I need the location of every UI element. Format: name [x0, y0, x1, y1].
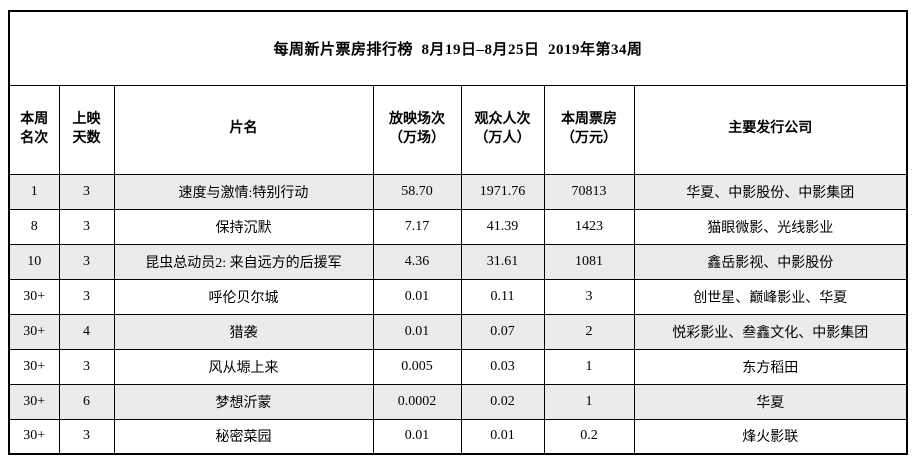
cell-audience: 41.39: [460, 208, 545, 245]
cell-audience: 0.11: [460, 278, 545, 315]
cell-days: 4: [58, 313, 115, 350]
table-row: 1 3 速度与激情:特别行动 58.70 1971.76 70813 华夏、中影…: [8, 173, 908, 210]
table-title-row: 每周新片票房排行榜 8月19日–8月25日 2019年第34周: [8, 10, 908, 86]
cell-screenings: 0.01: [372, 313, 462, 350]
table-row: 30+ 3 呼伦贝尔城 0.01 0.11 3 创世星、巅峰影业、华夏: [8, 278, 908, 315]
cell-film-title: 速度与激情:特别行动: [113, 173, 374, 210]
cell-box-office: 1423: [543, 208, 635, 245]
cell-box-office: 2: [543, 313, 635, 350]
cell-film-title: 呼伦贝尔城: [113, 278, 374, 315]
cell-days: 3: [58, 348, 115, 385]
cell-screenings: 0.005: [372, 348, 462, 385]
table-row: 8 3 保持沉默 7.17 41.39 1423 猫眼微影、光线影业: [8, 208, 908, 245]
cell-box-office: 3: [543, 278, 635, 315]
table-row: 10 3 昆虫总动员2: 来自远方的后援军 4.36 31.61 1081 鑫岳…: [8, 243, 908, 280]
cell-screenings: 0.0002: [372, 383, 462, 420]
cell-box-office: 70813: [543, 173, 635, 210]
cell-film-title: 风从塬上来: [113, 348, 374, 385]
table-row: 30+ 4 猎袭 0.01 0.07 2 悦彩影业、叁鑫文化、中影集团: [8, 313, 908, 350]
cell-distributors: 猫眼微影、光线影业: [633, 208, 908, 245]
cell-days: 3: [58, 243, 115, 280]
header-cell-screenings: 放映场次 （万场）: [372, 84, 462, 175]
cell-distributors: 华夏、中影股份、中影集团: [633, 173, 908, 210]
table-row: 30+ 3 秘密菜园 0.01 0.01 0.2 烽火影联: [8, 418, 908, 455]
cell-distributors: 华夏: [633, 383, 908, 420]
cell-screenings: 0.01: [372, 278, 462, 315]
cell-audience: 31.61: [460, 243, 545, 280]
cell-box-office: 0.2: [543, 418, 635, 455]
cell-audience: 1971.76: [460, 173, 545, 210]
table-header-row: 本周 名次 上映 天数 片名 放映场次 （万场） 观众人次 （万人） 本周票房 …: [8, 84, 908, 175]
cell-rank: 30+: [8, 348, 60, 385]
header-cell-audience: 观众人次 （万人）: [460, 84, 545, 175]
header-cell-distributors: 主要发行公司: [633, 84, 908, 175]
cell-screenings: 0.01: [372, 418, 462, 455]
cell-audience: 0.01: [460, 418, 545, 455]
header-cell-film: 片名: [113, 84, 374, 175]
cell-box-office: 1: [543, 383, 635, 420]
cell-distributors: 创世星、巅峰影业、华夏: [633, 278, 908, 315]
cell-audience: 0.03: [460, 348, 545, 385]
cell-distributors: 东方稻田: [633, 348, 908, 385]
cell-days: 3: [58, 278, 115, 315]
header-cell-days: 上映 天数: [58, 84, 115, 175]
cell-rank: 30+: [8, 383, 60, 420]
header-cell-rank: 本周 名次: [8, 84, 60, 175]
cell-audience: 0.07: [460, 313, 545, 350]
cell-film-title: 梦想沂蒙: [113, 383, 374, 420]
cell-rank: 10: [8, 243, 60, 280]
cell-film-title: 秘密菜园: [113, 418, 374, 455]
cell-days: 3: [58, 208, 115, 245]
cell-film-title: 猎袭: [113, 313, 374, 350]
header-cell-box-office: 本周票房 （万元）: [543, 84, 635, 175]
cell-rank: 1: [8, 173, 60, 210]
cell-days: 3: [58, 418, 115, 455]
table-title: 每周新片票房排行榜 8月19日–8月25日 2019年第34周: [8, 10, 908, 86]
cell-audience: 0.02: [460, 383, 545, 420]
cell-rank: 30+: [8, 278, 60, 315]
cell-distributors: 烽火影联: [633, 418, 908, 455]
box-office-table: 每周新片票房排行榜 8月19日–8月25日 2019年第34周 本周 名次 上映…: [8, 10, 909, 455]
cell-screenings: 58.70: [372, 173, 462, 210]
cell-screenings: 4.36: [372, 243, 462, 280]
cell-distributors: 悦彩影业、叁鑫文化、中影集团: [633, 313, 908, 350]
table-row: 30+ 3 风从塬上来 0.005 0.03 1 东方稻田: [8, 348, 908, 385]
table-row: 30+ 6 梦想沂蒙 0.0002 0.02 1 华夏: [8, 383, 908, 420]
cell-film-title: 昆虫总动员2: 来自远方的后援军: [113, 243, 374, 280]
cell-box-office: 1081: [543, 243, 635, 280]
cell-days: 6: [58, 383, 115, 420]
cell-screenings: 7.17: [372, 208, 462, 245]
cell-film-title: 保持沉默: [113, 208, 374, 245]
cell-rank: 8: [8, 208, 60, 245]
cell-days: 3: [58, 173, 115, 210]
cell-rank: 30+: [8, 418, 60, 455]
cell-rank: 30+: [8, 313, 60, 350]
cell-distributors: 鑫岳影视、中影股份: [633, 243, 908, 280]
cell-box-office: 1: [543, 348, 635, 385]
